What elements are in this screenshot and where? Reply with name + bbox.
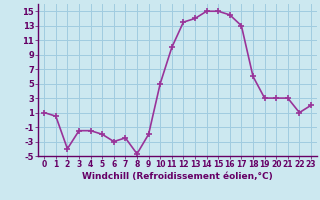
X-axis label: Windchill (Refroidissement éolien,°C): Windchill (Refroidissement éolien,°C) (82, 172, 273, 181)
